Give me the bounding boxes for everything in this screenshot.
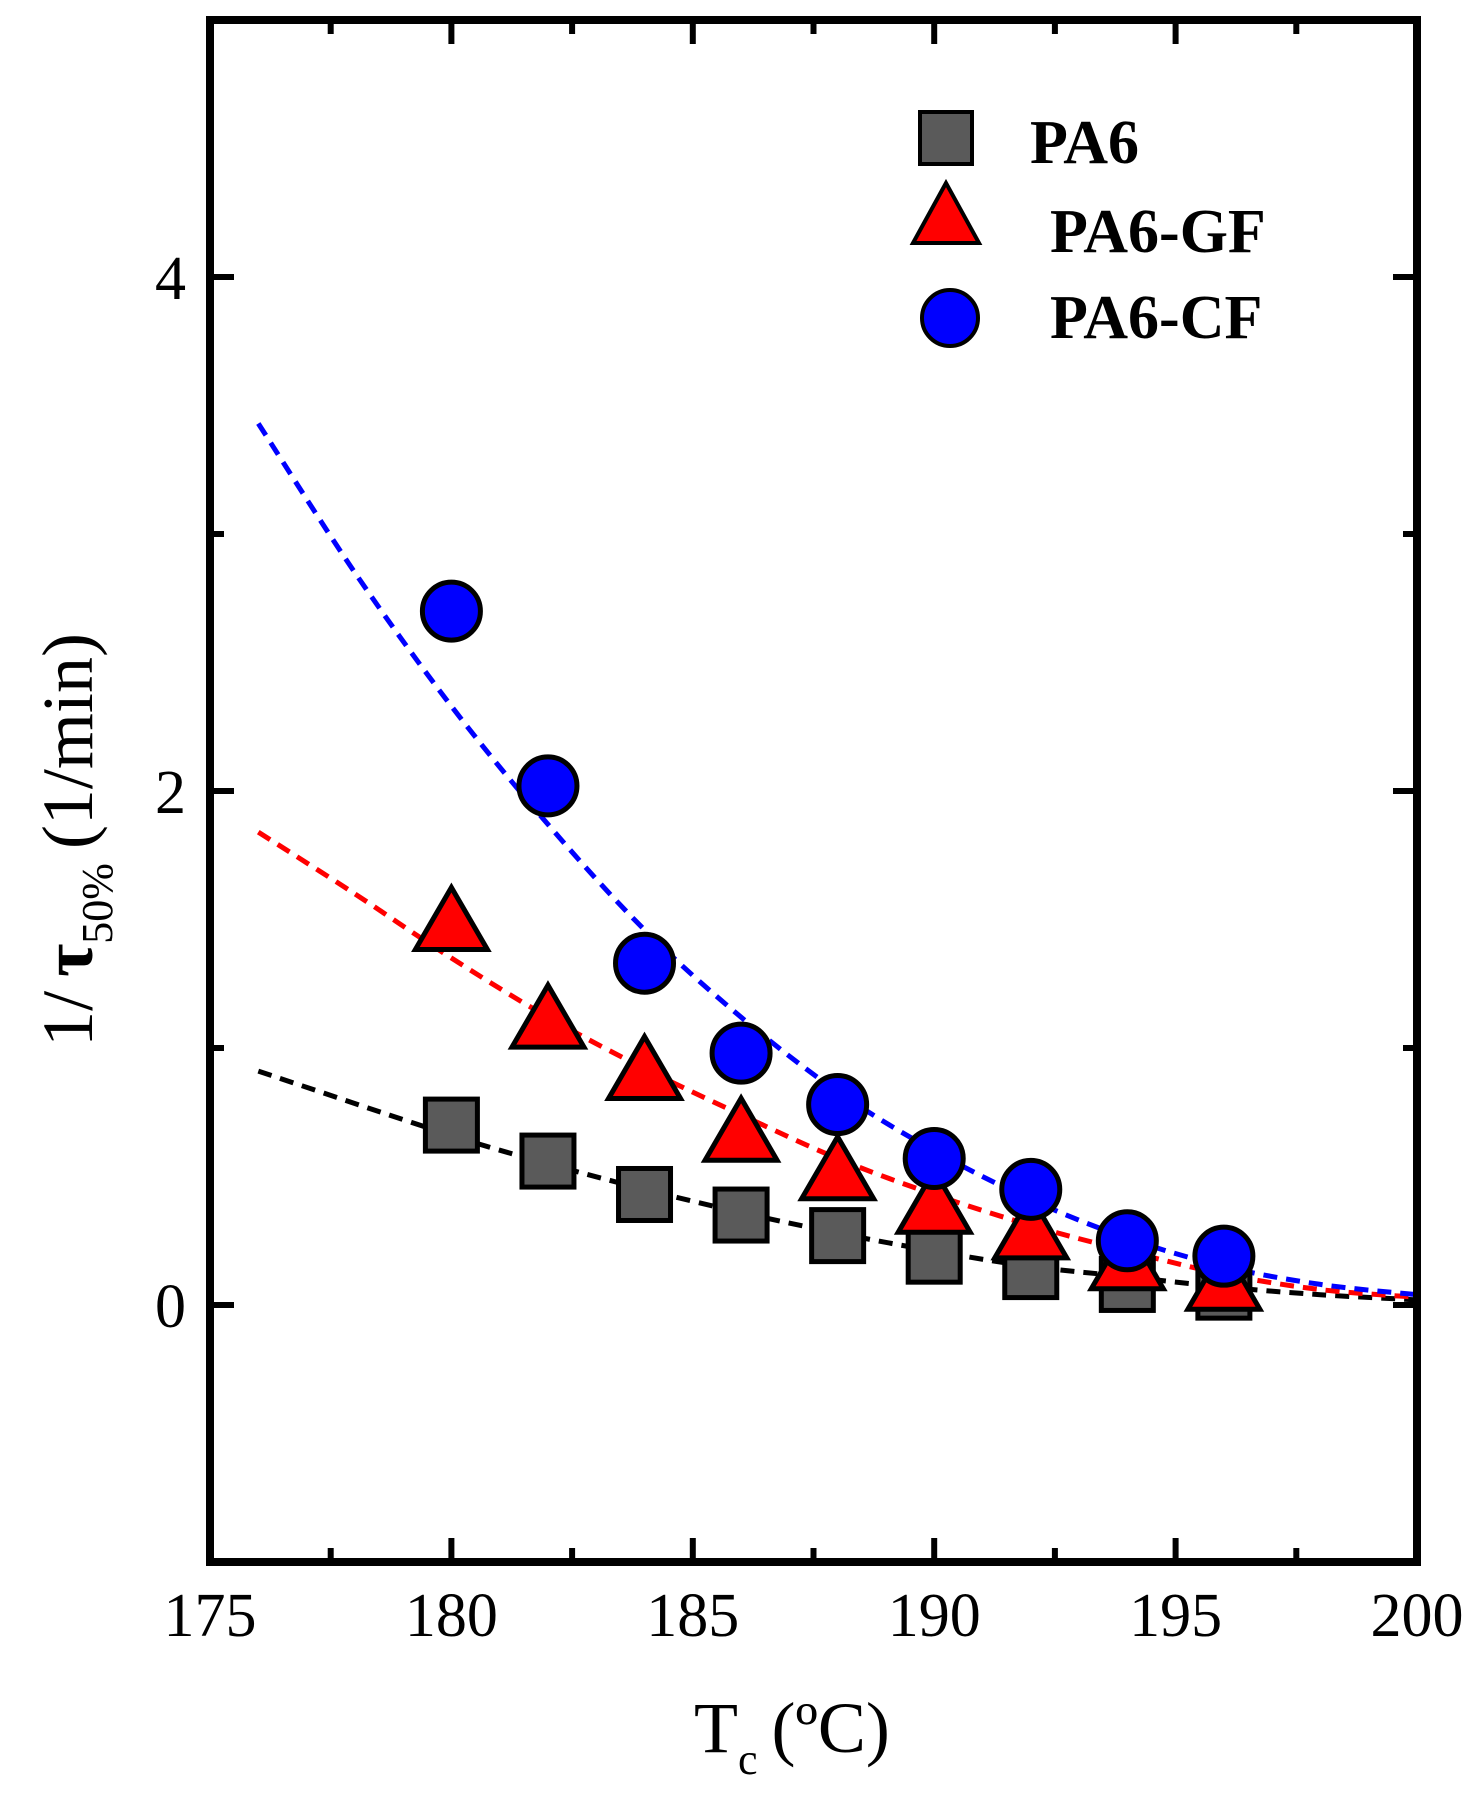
- data-point-pa6-gf-180: [411, 882, 492, 952]
- data-point-pa6-cf-182: [516, 754, 580, 818]
- y-tick-label-4: 4: [155, 245, 186, 313]
- legend-marker-pa6-gf: [909, 178, 983, 245]
- data-point-pa6-cf-188: [806, 1073, 870, 1137]
- x-tick-label-180: 180: [405, 1582, 498, 1650]
- data-point-pa6-186: [712, 1186, 770, 1244]
- x-tick-label-200: 200: [1371, 1582, 1464, 1650]
- data-point-pa6-gf-190: [893, 1165, 975, 1235]
- data-point-pa6-cf-192: [999, 1157, 1063, 1221]
- axis-ticks: 175 180 185 190 195 200 0 2 4: [155, 17, 1464, 1650]
- data-point-pa6-cf-184: [613, 931, 677, 995]
- data-point-pa6-cf-180: [419, 579, 483, 643]
- data-point-pa6-180: [422, 1096, 480, 1154]
- data-point-pa6-gf-188: [797, 1131, 878, 1202]
- x-axis-title: Tc (ºC): [694, 1688, 890, 1784]
- legend-label-pa6-gf: PA6-GF: [1050, 198, 1266, 266]
- data-point-pa6-190: [905, 1227, 963, 1285]
- legend-marker-pa6: [918, 110, 974, 166]
- y-axis-title: 1/τ50%(1/min): [28, 633, 122, 1047]
- data-point-pa6-184: [616, 1165, 674, 1223]
- data-point-pa6-gf-184: [604, 1031, 685, 1102]
- x-tick-label-195: 195: [1129, 1582, 1222, 1650]
- x-tick-label-185: 185: [646, 1582, 739, 1650]
- x-tick-label-190: 190: [888, 1582, 981, 1650]
- data-point-pa6-cf-190: [902, 1127, 966, 1191]
- data-point-pa6-cf-186: [709, 1021, 773, 1085]
- data-markers: [411, 579, 1265, 1321]
- data-point-pa6-188: [809, 1207, 867, 1265]
- legend-label-pa6: PA6: [1030, 109, 1139, 177]
- data-point-pa6-cf-194: [1095, 1209, 1159, 1273]
- x-tick-label-175: 175: [164, 1582, 257, 1650]
- legend-marker-pa6-cf: [920, 288, 980, 348]
- y-tick-label-2: 2: [155, 759, 186, 827]
- data-point-pa6-cf-196: [1192, 1224, 1256, 1288]
- legend-label-pa6-cf: PA6-CF: [1050, 284, 1262, 352]
- data-point-pa6-gf-182: [507, 980, 589, 1050]
- data-point-pa6-gf-192: [990, 1190, 1072, 1261]
- data-point-pa6-182: [519, 1132, 577, 1190]
- y-tick-label-0: 0: [155, 1273, 186, 1341]
- data-point-pa6-gf-186: [700, 1093, 782, 1163]
- legend: PA6 PA6-GF PA6-CF: [909, 109, 1266, 352]
